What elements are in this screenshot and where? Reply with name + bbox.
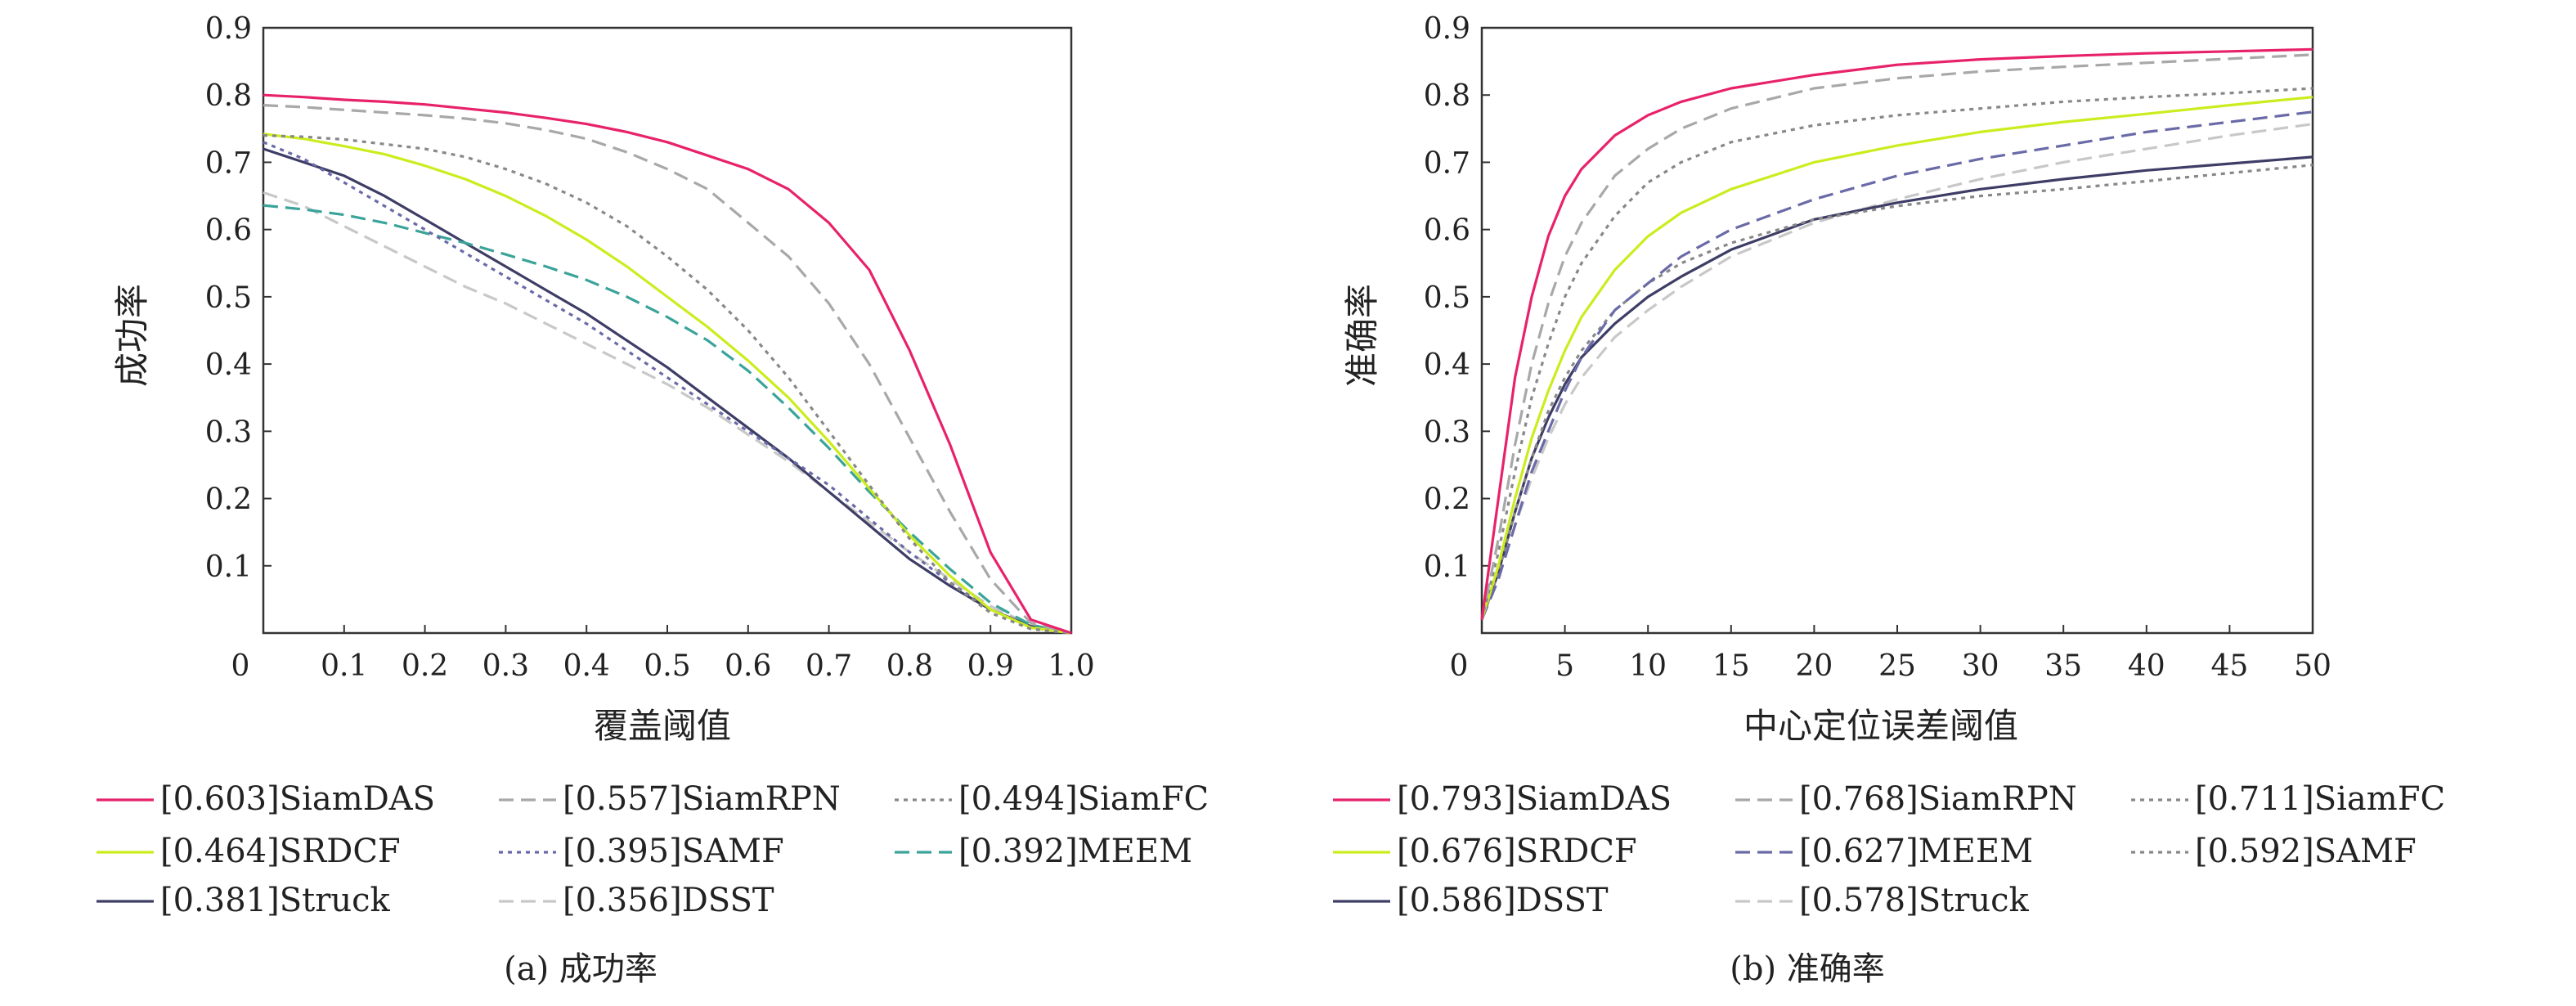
- y-axis-title: 成功率: [112, 284, 152, 387]
- x-tick-label: 0.6: [725, 649, 771, 683]
- panel-caption: (b) 准确率: [1730, 950, 1885, 988]
- y-tick-label: 0.7: [1424, 146, 1470, 180]
- x-tick-label: 45: [2210, 649, 2248, 683]
- y-tick-label: 0.8: [205, 79, 252, 113]
- series-line-2: [263, 134, 1072, 635]
- series-line-5: [1480, 164, 2313, 621]
- legend-label: [0.392]MEEM: [958, 833, 1192, 870]
- series-line-6: [263, 147, 1072, 635]
- panel-caption: (a) 成功率: [504, 950, 657, 988]
- x-tick-label: 30: [1962, 649, 1999, 683]
- legend-label: [0.711]SiamFC: [2195, 780, 2445, 818]
- y-tick-label: 0.3: [205, 415, 252, 449]
- y-tick-label: 0.2: [205, 483, 252, 517]
- x-tick-label: 10: [1629, 649, 1667, 683]
- legend-label: [0.627]MEEM: [1799, 833, 2033, 870]
- x-tick-label: 0.5: [644, 649, 690, 683]
- legend-label: [0.676]SRDCF: [1397, 833, 1637, 870]
- series-line-1: [1480, 53, 2313, 620]
- x-tick-label: 25: [1878, 649, 1916, 683]
- y-tick-label: 0.6: [1424, 214, 1470, 248]
- x-tick-label: 1.0: [1048, 649, 1094, 683]
- series-line-7: [263, 191, 1072, 635]
- y-axis-title: 准确率: [1342, 284, 1382, 387]
- success-rate-panel: 0 0.1 0.2 0.3 0.4 0.5 0.6 0.7 0.8 0.9 1.0 0.1 0.2 0.3…: [96, 12, 1209, 988]
- series-line-2: [1480, 87, 2313, 620]
- legend-label: [0.793]SiamDAS: [1397, 780, 1672, 818]
- x-tick-label: 0.9: [967, 649, 1014, 683]
- x-tick-label: 0.3: [482, 649, 529, 683]
- y-tick-label: 0.7: [205, 146, 252, 180]
- x-tick-label: 5: [1555, 649, 1574, 683]
- series-line-3: [263, 132, 1072, 635]
- legend-label: [0.578]Struck: [1799, 882, 2029, 919]
- legend-label: [0.381]Struck: [160, 882, 390, 919]
- legend-label: [0.768]SiamRPN: [1799, 780, 2077, 818]
- legend-label: [0.603]SiamDAS: [160, 780, 435, 818]
- x-tick-label: 0.4: [563, 649, 610, 683]
- series-line-5: [263, 204, 1072, 635]
- legend-label: [0.494]SiamFC: [958, 780, 1209, 818]
- x-tick-label: 40: [2128, 649, 2165, 683]
- x-tick-label: 0.7: [806, 649, 852, 683]
- legend-label: [0.592]SAMF: [2195, 833, 2417, 870]
- y-tick-label: 0.9: [205, 12, 252, 46]
- legend-label: [0.557]SiamRPN: [563, 780, 841, 818]
- y-tick-label: 0.6: [205, 214, 252, 248]
- y-tick-label: 0.1: [1424, 550, 1470, 584]
- y-tick-label: 0.8: [1424, 79, 1470, 113]
- x-tick-label: 0.8: [886, 649, 933, 683]
- y-tick-label: 0.5: [205, 281, 252, 315]
- series-line-6: [1480, 155, 2313, 621]
- legend-label: [0.395]SAMF: [563, 833, 784, 870]
- series-line-7: [1480, 123, 2313, 621]
- x-tick-label: 35: [2044, 649, 2082, 683]
- x-axis-title: 覆盖阈值: [594, 706, 731, 746]
- x-tick-label: 20: [1795, 649, 1833, 683]
- y-tick-label: 0.4: [205, 348, 252, 382]
- legend-label: [0.356]DSST: [563, 882, 774, 919]
- y-tick-label: 0.1: [205, 550, 252, 584]
- series-line-4: [263, 141, 1072, 635]
- series-line-3: [1480, 96, 2313, 621]
- series-line-1: [263, 104, 1072, 635]
- legend-label: [0.464]SRDCF: [160, 833, 401, 870]
- x-axis-title: 中心定位误差阈值: [1744, 706, 2018, 746]
- series-line-0: [1480, 47, 2313, 620]
- y-tick-label: 0.5: [1424, 281, 1470, 315]
- y-tick-label: 0.9: [1424, 12, 1470, 46]
- series-line-4: [1480, 110, 2313, 621]
- series-line-0: [263, 93, 1072, 635]
- x-tick-label: 0.2: [402, 649, 448, 683]
- x-tick-label: 15: [1712, 649, 1750, 683]
- x-tick-label: 0: [1450, 649, 1469, 683]
- y-tick-label: 0.2: [1424, 483, 1470, 517]
- precision-panel: 0 5 10 15 20 25 30 35 40 45 50 0.1 0.2 0.3 0.4 0.5 0.6 0.…: [1333, 12, 2445, 988]
- plot-frame: [262, 26, 1073, 635]
- legend-label: [0.586]DSST: [1397, 882, 1609, 919]
- x-tick-label: 0.1: [321, 649, 367, 683]
- x-tick-label: 0: [231, 649, 250, 683]
- y-tick-label: 0.3: [1424, 415, 1470, 449]
- y-tick-label: 0.4: [1424, 348, 1470, 382]
- x-tick-label: 50: [2294, 649, 2331, 683]
